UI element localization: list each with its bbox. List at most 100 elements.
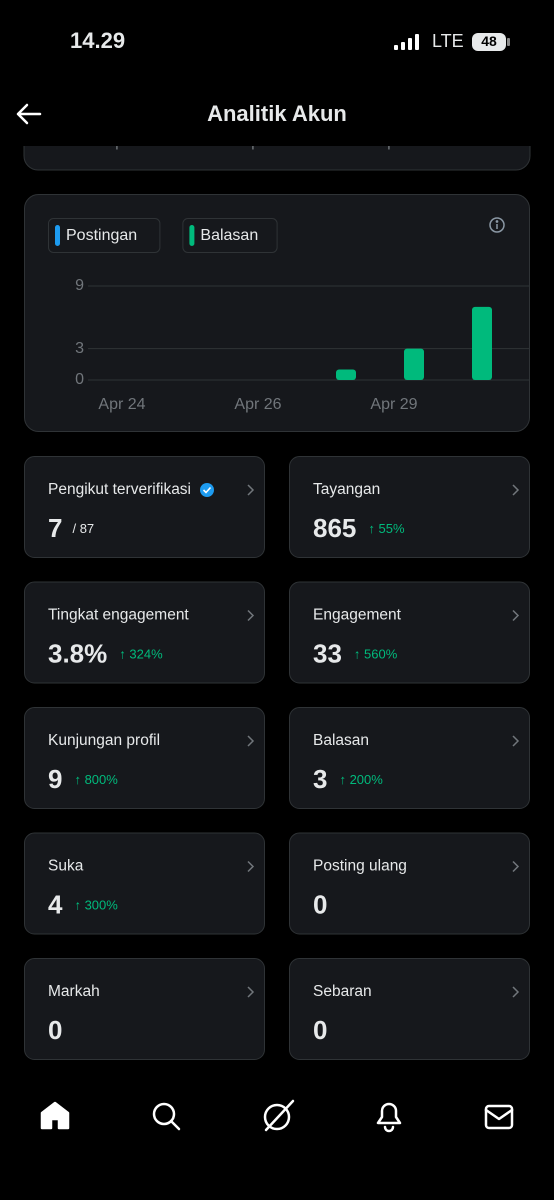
card-value: 3 [313, 764, 327, 794]
home-tab[interactable] [40, 1101, 70, 1130]
chevron [247, 860, 255, 873]
x-tick-label: Apr 26 [234, 396, 281, 413]
card-background [24, 581, 265, 684]
card-label: Balasan [313, 732, 369, 749]
header-title: Analitik Akun [207, 101, 347, 126]
card-background [24, 707, 265, 809]
battery-tip [507, 38, 510, 46]
legend-item[interactable] [48, 218, 161, 253]
card-value: 865 [313, 513, 356, 543]
card-value: 9 [48, 764, 62, 794]
card-background [24, 456, 265, 558]
card-value-line: 9 ↑ 800% [48, 764, 118, 794]
chevron [247, 609, 255, 622]
card-value: 33 [313, 638, 342, 668]
card-change: ↑ 55% [368, 521, 405, 536]
chevron [512, 484, 520, 496]
card-background [24, 832, 265, 935]
chevron [512, 986, 520, 998]
metric-card[interactable]: Posting ulang 0 [289, 832, 530, 935]
bar [336, 369, 356, 380]
card-value-line: 3.8% ↑ 324% [48, 638, 163, 668]
x-tick-label: Apr 29 [370, 396, 417, 413]
bar [472, 306, 492, 380]
verified-check [202, 486, 212, 494]
card-value-line: 0 [313, 1015, 327, 1045]
card-background [289, 832, 530, 935]
y-tick-label: 9 [75, 277, 84, 294]
card-value-line: 33 ↑ 560% [313, 638, 398, 668]
card-value: 7 [48, 513, 62, 543]
chevron [247, 735, 255, 747]
card-value-line: 4 ↑ 300% [48, 889, 118, 919]
card-change: ↑ 560% [354, 647, 398, 662]
card-label: Posting ulang [313, 858, 407, 875]
card-value-line: 0 [313, 889, 327, 919]
grok-tab[interactable] [263, 1099, 295, 1132]
card-label: Tayangan [313, 481, 380, 498]
card-value: 3.8% [48, 638, 107, 668]
chart-card [24, 194, 530, 432]
card-label: Tingkat engagement [48, 607, 189, 624]
info-icon[interactable] [489, 217, 505, 233]
metric-card[interactable]: Markah 0 [24, 958, 265, 1060]
status-time: 14.29 [70, 28, 125, 53]
y-tick-label: 3 [75, 340, 84, 357]
card-value-line: 865 ↑ 55% [313, 513, 405, 543]
metric-card[interactable]: Pengikut terverifikasi 7 / 87 [24, 456, 265, 558]
y-tick-label: 0 [75, 371, 84, 388]
bar [404, 348, 424, 380]
card-change: ↑ 800% [74, 772, 118, 787]
legend-swatch [189, 225, 195, 246]
chevron [512, 860, 520, 873]
card-background [289, 581, 530, 684]
card-change: ↑ 300% [74, 898, 118, 913]
legend-label: Balasan [200, 227, 258, 244]
network-label: LTE [432, 31, 464, 51]
card-value: 0 [48, 1015, 62, 1045]
chevron [247, 484, 255, 496]
metric-card[interactable]: Tayangan 865 ↑ 55% [289, 456, 530, 558]
back-button[interactable] [16, 103, 42, 125]
legend-label: Postingan [66, 227, 137, 244]
verified-badge [200, 483, 214, 497]
signal-icon [394, 34, 419, 50]
card-label: Engagement [313, 607, 402, 624]
metric-card[interactable]: Engagement 33 ↑ 560% [289, 581, 530, 684]
card-value: 0 [313, 1015, 327, 1045]
card-label: Suka [48, 858, 84, 875]
metric-card[interactable]: Suka 4 ↑ 300% [24, 832, 265, 935]
card-value: 0 [313, 889, 327, 919]
header-bar [0, 0, 554, 146]
card-background [289, 707, 530, 809]
bottom-nav [40, 1099, 514, 1133]
chevron [512, 609, 520, 622]
legend-item[interactable] [182, 218, 278, 253]
card-value: 4 [48, 889, 63, 919]
chevron [512, 735, 520, 747]
metric-card[interactable]: Tingkat engagement 3.8% ↑ 324% [24, 581, 265, 684]
card-change: ↑ 324% [119, 647, 163, 662]
search-tab[interactable] [152, 1102, 181, 1131]
card-label: Pengikut terverifikasi [48, 481, 191, 498]
battery-icon [472, 33, 506, 51]
metric-card[interactable]: Kunjungan profil 9 ↑ 800% [24, 707, 265, 809]
legend-swatch [55, 225, 60, 246]
x-tick-label: Apr 24 [98, 396, 145, 413]
messages-tab[interactable] [484, 1104, 514, 1130]
card-value-line: 0 [48, 1015, 62, 1045]
card-label: Sebaran [313, 983, 372, 1000]
chart: Postingan Balasan 0 3 9 Apr 24 Apr 26 Apr 29 [48, 218, 530, 413]
metric-card[interactable]: Sebaran 0 [289, 958, 530, 1060]
notifications-tab[interactable] [376, 1102, 402, 1133]
card-sub: / 87 [72, 521, 94, 536]
card-background [24, 958, 265, 1060]
metric-card[interactable]: Balasan 3 ↑ 200% [289, 707, 530, 809]
chevron [247, 986, 255, 998]
card-value-line: 7 / 87 [48, 513, 94, 543]
metric-cards: Pengikut terverifikasi 7 / 87 Tayangan 865 ↑ … [24, 456, 530, 1060]
card-background [289, 456, 530, 558]
card-label: Kunjungan profil [48, 732, 160, 749]
